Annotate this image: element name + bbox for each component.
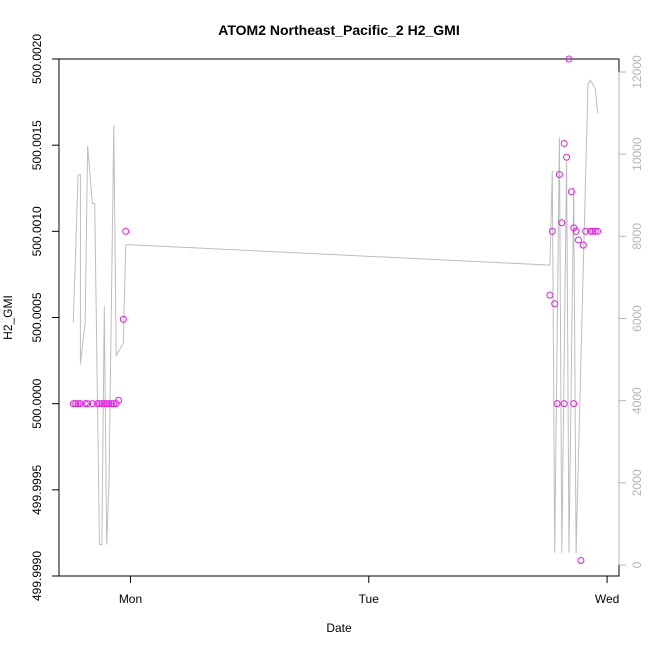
data-point [551, 300, 559, 308]
data-point [563, 153, 571, 161]
data-point [100, 400, 108, 408]
line-series [72, 79, 599, 553]
data-point [560, 139, 568, 147]
data-point [572, 227, 580, 235]
series-line-segment [549, 79, 599, 553]
data-point [582, 227, 590, 235]
data-point [96, 400, 104, 408]
data-point [110, 400, 118, 408]
data-point [558, 219, 566, 227]
right-tick-label: 10000 [630, 137, 644, 171]
data-point [74, 400, 82, 408]
series-line-segment [72, 125, 127, 545]
left-y-axis: 499.9990 499.9995 500.0000 500.0005 500.0010… [30, 34, 60, 601]
right-tick-label: 0 [630, 561, 644, 568]
data-point [98, 400, 106, 408]
right-tick-label: 4000 [630, 387, 644, 414]
data-point [565, 55, 573, 63]
data-point [122, 227, 130, 235]
data-point [112, 400, 120, 408]
data-point [72, 400, 80, 408]
data-point [69, 400, 77, 408]
data-point [574, 236, 582, 244]
data-point [594, 227, 602, 235]
data-point [553, 400, 561, 408]
left-tick-label: 499.9995 [30, 464, 44, 514]
left-tick-label: 500.0015 [30, 120, 44, 170]
data-point [589, 227, 597, 235]
data-point [76, 400, 84, 408]
scatter-series [69, 55, 602, 564]
left-tick-label: 500.0020 [30, 34, 44, 84]
plot-frame [58, 58, 620, 577]
data-point [115, 396, 123, 404]
x-tick-label: Mon [119, 592, 142, 606]
data-point [103, 400, 111, 408]
data-point [107, 400, 115, 408]
right-tick-label: 12000 [630, 55, 644, 89]
right-tick-label: 2000 [630, 469, 644, 496]
data-point [546, 291, 554, 299]
x-axis-label: Date [326, 621, 352, 635]
x-axis: Mon Tue Wed [119, 575, 619, 606]
right-tick-label: 6000 [630, 305, 644, 332]
data-point [84, 400, 92, 408]
data-point [119, 315, 127, 323]
data-point [567, 188, 575, 196]
data-point [570, 400, 578, 408]
data-point [570, 224, 578, 232]
chart-title: ATOM2 Northeast_Pacific_2 H2_GMI [218, 22, 459, 38]
data-point [81, 400, 89, 408]
left-tick-label: 500.0000 [30, 378, 44, 428]
data-point [560, 400, 568, 408]
data-point [548, 227, 556, 235]
data-point [555, 170, 563, 178]
data-point [579, 241, 587, 249]
data-point [93, 400, 101, 408]
x-tick-label: Wed [595, 592, 619, 606]
right-tick-label: 8000 [630, 223, 644, 250]
y-axis-label: H2_GMI [1, 295, 15, 340]
series-line-bridge [125, 244, 550, 266]
x-tick-label: Tue [359, 592, 380, 606]
left-tick-label: 500.0005 [30, 292, 44, 342]
data-point [88, 400, 96, 408]
left-tick-label: 500.0010 [30, 206, 44, 256]
data-point [591, 227, 599, 235]
right-y-axis: 0 2000 4000 6000 8000 10000 12000 [618, 55, 644, 568]
data-point [577, 556, 585, 564]
data-point [105, 400, 113, 408]
data-point [586, 227, 594, 235]
left-tick-label: 499.9990 [30, 551, 44, 601]
